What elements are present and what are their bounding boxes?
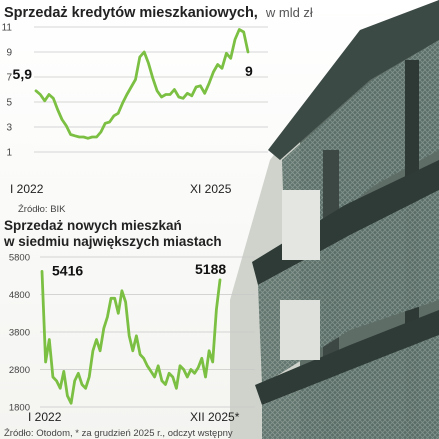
chart-title-line-1: Sprzedaż nowych mieszkań	[4, 218, 182, 233]
y-tick-label: 7	[6, 73, 12, 84]
y-tick-label: 5	[6, 98, 12, 109]
series-line	[34, 28, 250, 140]
y-tick-label: 1	[6, 148, 12, 159]
data-labels: 5416 5188	[52, 261, 226, 278]
data-labels: 5,9 9	[13, 63, 253, 82]
data-label: 9	[245, 63, 253, 79]
chart-title-line-2: w siedmiu największych miastach	[3, 234, 222, 249]
x-axis-labels: I 2022 XII 2025*	[28, 410, 240, 424]
data-label: 5416	[52, 262, 83, 278]
y-tick-label: 3800	[9, 328, 30, 339]
chart-title-main: Sprzedaż kredytów mieszkaniowych,	[4, 5, 258, 21]
y-tick-label: 1800	[9, 403, 30, 414]
chart-loan-sales: Sprzedaż kredytów mieszkaniowych, w mld …	[2, 5, 313, 215]
x-axis-labels: I 2022 XI 2025	[10, 182, 232, 196]
x-tick-label: I 2022	[10, 182, 44, 196]
series-line-path	[40, 269, 222, 405]
y-tick-label: 11	[2, 23, 13, 34]
y-tick-label: 5800	[9, 253, 30, 264]
y-tick-label: 4800	[9, 290, 30, 301]
series-line	[40, 269, 222, 405]
chart-new-apartments: Sprzedaż nowych mieszkań w siedmiu najwi…	[3, 218, 255, 439]
x-tick-label: I 2022	[28, 410, 62, 424]
y-tick-label: 9	[6, 48, 12, 59]
x-tick-label: XII 2025*	[190, 410, 240, 424]
gridlines	[34, 26, 268, 153]
data-label: 5188	[195, 261, 226, 277]
data-label: 5,9	[13, 66, 33, 82]
x-tick-label: XI 2025	[190, 182, 232, 196]
y-axis-ticks: 5800 4800 3800 2800 1800	[9, 253, 30, 414]
chart-source: Źródło: Otodom, * za grudzień 2025 r., o…	[4, 428, 233, 439]
y-tick-label: 2800	[9, 365, 30, 376]
y-tick-label: 3	[6, 123, 12, 134]
chart-source: Źródło: BIK	[18, 204, 66, 215]
y-axis-ticks: 11 9 7 5 3 1	[2, 23, 13, 159]
chart-title-unit: w mld zł	[265, 5, 313, 20]
chart-title: Sprzedaż kredytów mieszkaniowych, w mld …	[4, 5, 313, 21]
series-line-path	[34, 28, 250, 140]
